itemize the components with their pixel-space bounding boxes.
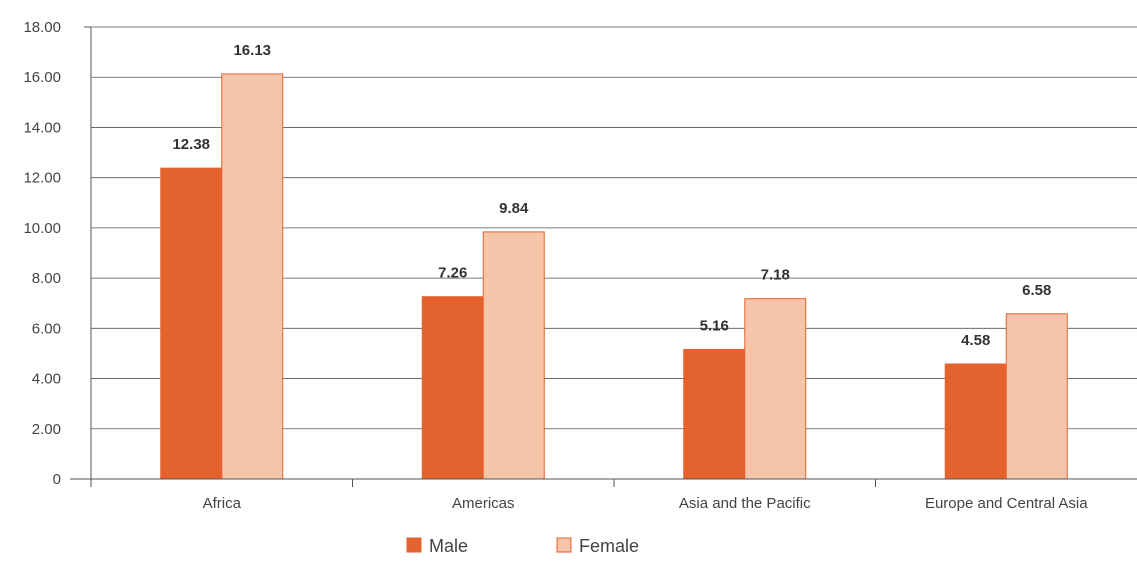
legend-swatch-male [406, 537, 422, 553]
data-label-male: 12.38 [172, 136, 210, 153]
bar-female [1005, 313, 1068, 480]
y-tick-label: 6.00 [32, 320, 61, 337]
x-tick-label: Africa [203, 495, 242, 512]
x-tick-label: Asia and the Pacific [679, 495, 811, 512]
data-label-female: 6.58 [1022, 282, 1051, 299]
bar-male [683, 348, 746, 480]
labels: 0 2.00 4.00 6.00 8.00 10.00 12.00 14.00 16.00 18.… [23, 19, 1088, 512]
y-tick-label: 0 [53, 471, 61, 488]
axes [70, 26, 1137, 487]
legend-swatch-female [556, 537, 572, 553]
data-label-male: 7.26 [438, 265, 467, 282]
bar-female [744, 298, 807, 480]
y-tick-label: 2.00 [32, 421, 61, 438]
bar-male [421, 296, 484, 480]
y-tick-label: 18.00 [23, 19, 61, 36]
y-tick-label: 8.00 [32, 270, 61, 287]
data-label-female: 16.13 [233, 42, 271, 59]
data-label-male: 5.16 [700, 317, 729, 334]
y-tick-label: 10.00 [23, 220, 61, 237]
bar-male [944, 363, 1007, 480]
bar-female [482, 231, 545, 480]
bar-male [160, 167, 223, 480]
data-label-male: 4.58 [961, 332, 990, 349]
legend: Male Female [406, 536, 639, 556]
data-label-female: 9.84 [499, 200, 529, 217]
bars [160, 73, 1068, 480]
y-tick-label: 16.00 [23, 69, 61, 86]
y-tick-label: 14.00 [23, 119, 61, 136]
y-tick-label: 4.00 [32, 371, 61, 388]
y-tick-label: 12.00 [23, 170, 61, 187]
x-tick-label: Europe and Central Asia [925, 495, 1088, 512]
x-tick-label: Americas [452, 495, 515, 512]
legend-label-male: Male [429, 536, 468, 556]
legend-label-female: Female [579, 536, 639, 556]
data-label-female: 7.18 [761, 267, 790, 284]
bar-female [221, 73, 284, 480]
